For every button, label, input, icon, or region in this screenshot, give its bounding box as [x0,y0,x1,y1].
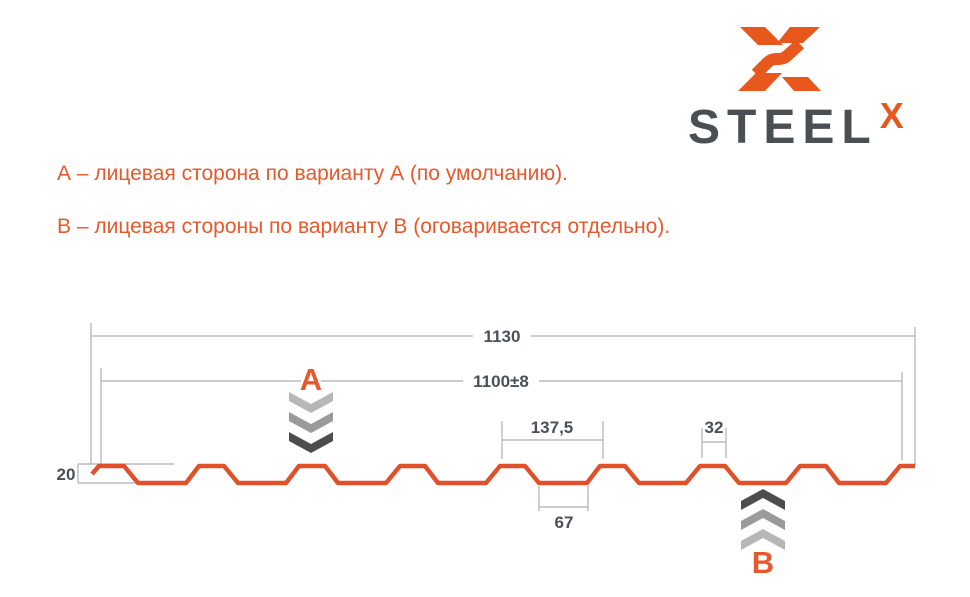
marker-b-letter: B [752,545,774,580]
dim-label-crest: 32 [705,418,724,437]
logo-arm-top-right [777,27,820,43]
logo-superscript-x: X [879,95,904,136]
chevron-up-icon [741,509,785,530]
note-variant-b: В – лицевая стороны по варианту В (огова… [57,215,671,238]
logo-wordmark: STEELX [688,98,904,154]
chevron-down-icon [289,432,333,453]
marker-a-letter: A [300,362,322,397]
sheet-profile-line [90,463,915,486]
marker-side-a: A [289,360,333,453]
note-variant-a: А – лицевая сторона по варианту А (по ум… [57,162,568,185]
chevron-down-icon [289,412,333,433]
chevron-up-icon [741,489,785,510]
dimension-cover-1100: 1100±8 [100,368,903,464]
logo-arm-top-left [740,27,783,45]
dimension-valley-67: 67 [538,486,589,532]
logo-arm-bottom-right [782,77,821,91]
chevron-down-icon [289,392,333,413]
steelx-logo-mark-icon [738,27,821,91]
dimension-pitch-137-5: 137,5 [501,418,604,459]
marker-side-b: B [741,489,785,583]
dim-label-pitch: 137,5 [531,418,574,437]
dimension-crest-32: 32 [701,418,727,458]
dim-label-overall: 1130 [484,327,521,346]
logo-center-link [751,39,805,79]
logo-wordmark-text: STEEL [688,101,878,154]
dim-label-valley: 67 [555,513,574,532]
dim-label-cover: 1100±8 [473,372,529,391]
chevron-up-icon [741,529,785,550]
logo-arm-bottom-left [738,73,782,91]
dimension-overall-1130: 1130 [90,323,916,465]
dim-label-height: 20 [57,465,76,484]
